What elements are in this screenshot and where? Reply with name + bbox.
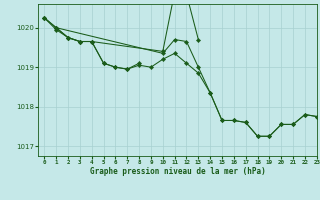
X-axis label: Graphe pression niveau de la mer (hPa): Graphe pression niveau de la mer (hPa) [90, 167, 266, 176]
